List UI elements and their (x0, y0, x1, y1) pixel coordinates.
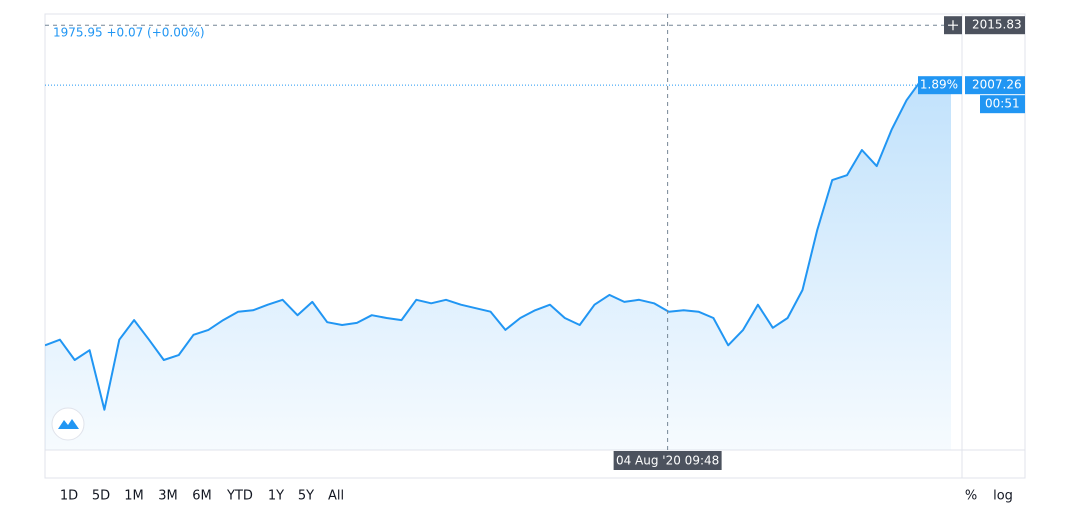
range-button[interactable]: 1D (60, 489, 78, 504)
range-button[interactable]: 5D (92, 489, 110, 504)
logo (51, 407, 85, 441)
last-price-badge (965, 76, 1025, 95)
crosshair-y-badge (965, 16, 1025, 35)
add-icon (948, 20, 958, 31)
crosshair-x-label: 04 Aug '20 09:48 (616, 454, 719, 468)
frame (44, 13, 1026, 479)
range-button[interactable]: 1Y (268, 489, 284, 504)
price-line (45, 79, 952, 411)
range-button[interactable]: 3M (158, 489, 178, 504)
countdown-label: 00:51 (985, 97, 1020, 111)
range-button[interactable]: YTD (226, 489, 253, 504)
area-fill (45, 80, 952, 450)
range-button[interactable]: 1M (124, 489, 144, 504)
range-button[interactable]: 5Y (298, 489, 314, 504)
countdown-badge (980, 95, 1025, 114)
last-change-label: 1.89% (920, 78, 958, 92)
status-line: 1975.95 +0.07 (+0.00%) (53, 26, 205, 40)
range-button[interactable]: 6M (192, 489, 212, 504)
crosshair-y-label: 2015.83 (972, 18, 1022, 32)
range-button[interactable]: All (328, 489, 344, 504)
crosshair-x-badge (613, 451, 722, 470)
log-toggle[interactable]: log (993, 489, 1013, 504)
percent-toggle[interactable]: % (965, 489, 977, 504)
last-price-label: 2007.26 (972, 78, 1022, 92)
last-change-badge (918, 76, 962, 95)
